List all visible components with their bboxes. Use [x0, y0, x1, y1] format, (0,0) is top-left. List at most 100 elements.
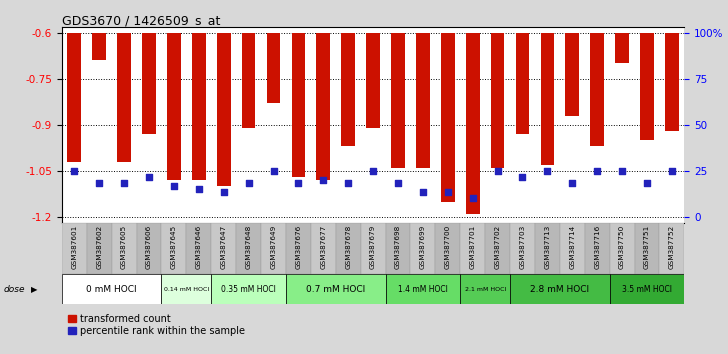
Bar: [336, 223, 360, 274]
Bar: [535, 223, 560, 274]
Text: 0.7 mM HOCl: 0.7 mM HOCl: [306, 285, 365, 294]
Bar: [311, 223, 336, 274]
Text: GSM387679: GSM387679: [370, 224, 376, 269]
Bar: [142, 33, 156, 134]
Bar: [510, 274, 609, 304]
Bar: [515, 33, 529, 134]
Bar: [460, 223, 485, 274]
Bar: [635, 223, 660, 274]
Bar: [62, 223, 87, 274]
Bar: [416, 33, 430, 168]
Text: GSM387702: GSM387702: [494, 224, 501, 269]
Point: [392, 180, 404, 186]
Bar: [87, 223, 111, 274]
Bar: [566, 33, 579, 115]
Text: GSM387703: GSM387703: [520, 224, 526, 269]
Point: [367, 168, 379, 174]
Bar: [585, 223, 609, 274]
Text: GDS3670 / 1426509_s_at: GDS3670 / 1426509_s_at: [62, 13, 221, 27]
Bar: [162, 223, 186, 274]
Bar: [261, 223, 286, 274]
Bar: [391, 33, 405, 168]
Point: [442, 189, 454, 195]
Bar: [211, 223, 236, 274]
Point: [666, 168, 678, 174]
Text: GSM387646: GSM387646: [196, 224, 202, 269]
Text: 3.5 mM HOCl: 3.5 mM HOCl: [622, 285, 672, 294]
Text: GSM387678: GSM387678: [345, 224, 351, 269]
Bar: [167, 33, 181, 180]
Text: GSM387602: GSM387602: [96, 224, 102, 269]
Bar: [162, 274, 211, 304]
Text: GSM387751: GSM387751: [644, 224, 650, 269]
Point: [542, 168, 553, 174]
Text: GSM387716: GSM387716: [594, 224, 600, 269]
Point: [342, 180, 354, 186]
Bar: [386, 223, 411, 274]
Point: [193, 187, 205, 192]
Legend: transformed count, percentile rank within the sample: transformed count, percentile rank withi…: [67, 313, 246, 337]
Bar: [615, 33, 629, 63]
Text: 2.8 mM HOCl: 2.8 mM HOCl: [530, 285, 590, 294]
Text: dose: dose: [4, 285, 25, 294]
Bar: [491, 33, 505, 168]
Bar: [236, 223, 261, 274]
Text: ▶: ▶: [31, 285, 37, 294]
Point: [467, 196, 478, 201]
Text: GSM387701: GSM387701: [470, 224, 475, 269]
Text: GSM387601: GSM387601: [71, 224, 77, 269]
Bar: [360, 223, 386, 274]
Bar: [466, 33, 480, 214]
Bar: [441, 33, 455, 201]
Bar: [609, 274, 684, 304]
Bar: [117, 33, 131, 162]
Text: GSM387605: GSM387605: [121, 224, 127, 269]
Bar: [291, 33, 305, 177]
Text: 0.14 mM HOCl: 0.14 mM HOCl: [164, 287, 209, 292]
Bar: [510, 223, 535, 274]
Text: GSM387713: GSM387713: [545, 224, 550, 269]
Bar: [286, 274, 386, 304]
Point: [492, 168, 504, 174]
Bar: [317, 33, 331, 180]
Bar: [366, 33, 380, 128]
Bar: [186, 223, 211, 274]
Bar: [266, 33, 280, 103]
Bar: [665, 33, 678, 131]
Bar: [590, 33, 604, 146]
Point: [168, 183, 180, 189]
Point: [566, 180, 578, 186]
Point: [143, 174, 155, 180]
Point: [591, 168, 603, 174]
Point: [616, 168, 628, 174]
Text: GSM387648: GSM387648: [245, 224, 252, 269]
Bar: [286, 223, 311, 274]
Bar: [540, 33, 554, 165]
Text: GSM387676: GSM387676: [296, 224, 301, 269]
Bar: [485, 223, 510, 274]
Text: GSM387677: GSM387677: [320, 224, 326, 269]
Bar: [640, 33, 654, 140]
Bar: [660, 223, 684, 274]
Text: 1.4 mM HOCl: 1.4 mM HOCl: [398, 285, 448, 294]
Bar: [68, 33, 82, 162]
Bar: [111, 223, 137, 274]
Bar: [92, 33, 106, 60]
Bar: [560, 223, 585, 274]
Bar: [341, 33, 355, 146]
Point: [317, 177, 329, 183]
Point: [68, 168, 80, 174]
Bar: [386, 274, 460, 304]
Text: GSM387647: GSM387647: [221, 224, 226, 269]
Text: GSM387649: GSM387649: [271, 224, 277, 269]
Point: [242, 180, 255, 186]
Point: [417, 189, 429, 195]
Text: GSM387645: GSM387645: [171, 224, 177, 269]
Text: 0 mM HOCl: 0 mM HOCl: [87, 285, 137, 294]
Text: 0.35 mM HOCl: 0.35 mM HOCl: [221, 285, 276, 294]
Text: GSM387606: GSM387606: [146, 224, 152, 269]
Text: GSM387699: GSM387699: [420, 224, 426, 269]
Point: [517, 174, 529, 180]
Text: GSM387698: GSM387698: [395, 224, 401, 269]
Text: GSM387700: GSM387700: [445, 224, 451, 269]
